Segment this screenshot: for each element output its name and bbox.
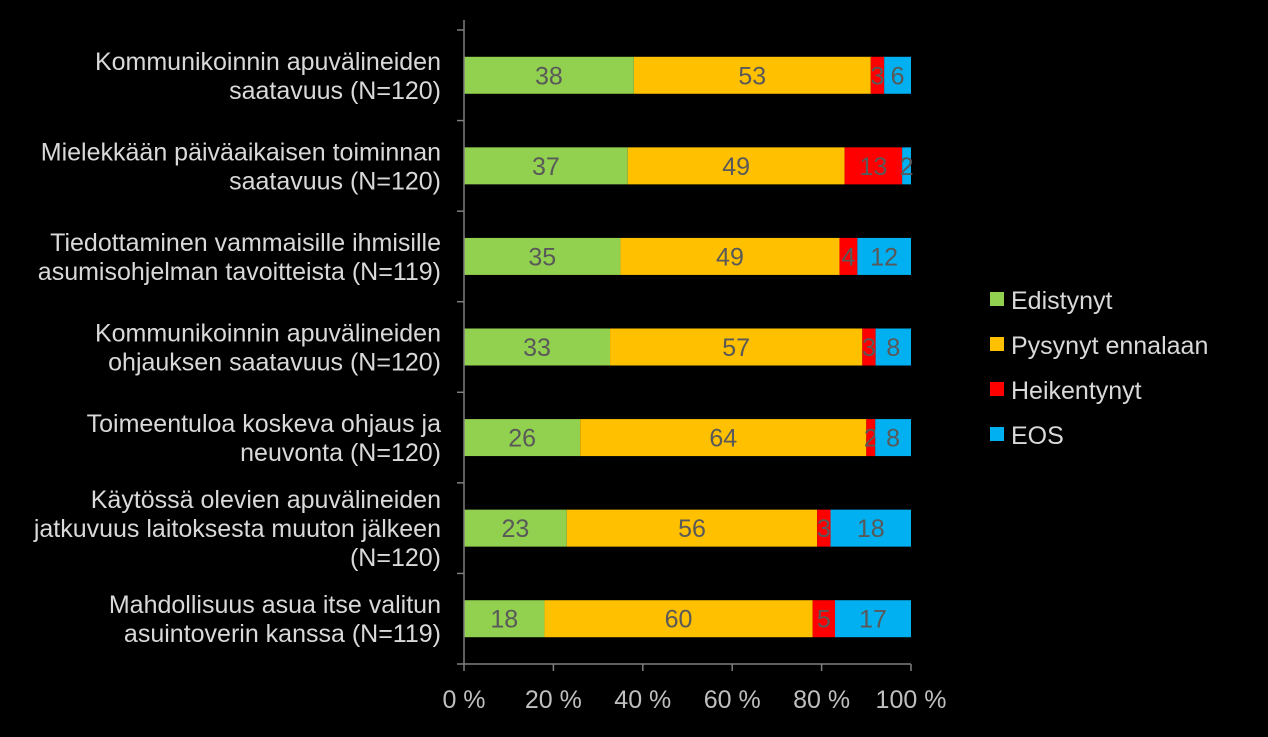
data-label: 2 [864, 425, 878, 453]
x-tick-label: 60 % [704, 686, 761, 714]
x-tick-label: 0 % [442, 686, 485, 714]
category-label: Käytössä olevien apuvälineiden jatkuvuus … [33, 486, 441, 572]
data-label: 33 [523, 334, 551, 362]
data-label: 49 [722, 153, 750, 181]
bar-segment [464, 237, 621, 275]
bar-segment [566, 509, 818, 547]
legend-swatch [990, 427, 1004, 441]
axes-group [457, 20, 912, 671]
bar-segment [464, 509, 567, 547]
bar-segment [580, 419, 867, 457]
legend-swatch [990, 382, 1004, 396]
category-label: Toimeentuloa koskeva ohjaus ja neuvonta (… [87, 410, 441, 467]
bar-segment [627, 147, 845, 185]
category-label: Mahdollisuus asua itse valitun asuintover… [109, 591, 441, 648]
data-label: 64 [709, 425, 737, 453]
bar-segment [866, 419, 876, 457]
data-label: 3 [817, 515, 831, 543]
data-label: 2 [900, 153, 914, 181]
bar-segment [835, 600, 911, 638]
x-tick-label: 100 % [876, 686, 947, 714]
data-label: 8 [886, 425, 900, 453]
bar-segment [884, 56, 911, 94]
bar-segment [464, 328, 611, 366]
data-label: 56 [678, 515, 706, 543]
bar-segment [812, 600, 836, 638]
bar-segment [857, 237, 911, 275]
bar-segment [862, 328, 876, 366]
data-label: 37 [532, 153, 560, 181]
data-label: 23 [501, 515, 529, 543]
data-label: 17 [859, 606, 887, 634]
category-label: Mielekkään päiväaikaisen toiminnan saatav… [41, 138, 441, 195]
data-label: 8 [886, 334, 900, 362]
bar-segment [875, 419, 911, 457]
bar-segment [544, 600, 813, 638]
data-label: 13 [859, 153, 887, 181]
bar-segment [464, 147, 628, 185]
bar-segment [620, 237, 840, 275]
legend-label: EOS [1011, 422, 1064, 450]
x-tick-labels: 0 % 20 % 40 % 60 % 80 % 100 % [442, 686, 946, 714]
bar-segment [902, 147, 911, 185]
data-label: 12 [870, 243, 898, 271]
bar-segment [817, 509, 831, 547]
bar-segment [633, 56, 871, 94]
data-label: 6 [891, 62, 905, 90]
x-tick-label: 80 % [793, 686, 850, 714]
data-label: 26 [508, 425, 536, 453]
data-label: 3 [871, 62, 885, 90]
data-label: 60 [665, 606, 693, 634]
bar-segment [464, 600, 545, 638]
legend-swatch [990, 337, 1004, 351]
category-label: Kommunikoinnin apuvälineiden saatavuus (N… [95, 48, 441, 105]
bar-segment [844, 147, 903, 185]
bar-segment [839, 237, 858, 275]
bar-segment [875, 328, 911, 366]
x-tick-label: 20 % [525, 686, 582, 714]
data-label: 18 [490, 606, 518, 634]
x-tick-label: 40 % [614, 686, 671, 714]
data-label: 35 [528, 243, 556, 271]
bar-segment [464, 419, 581, 457]
data-label: 5 [817, 606, 831, 634]
category-label: Kommunikoinnin apuvälineiden ohjauksen sa… [95, 320, 441, 377]
category-label: Tiedottaminen vammaisille ihmisille asumi… [38, 229, 441, 286]
bar-segment [610, 328, 863, 366]
data-label: 57 [722, 334, 750, 362]
bar-segment [830, 509, 911, 547]
data-label: 3 [862, 334, 876, 362]
legend: Edistynyt Pysynyt ennalaan Heikentynyt EOS [990, 287, 1208, 450]
legend-swatch [990, 292, 1004, 306]
category-labels: Kommunikoinnin apuvälineiden saatavuus (N… [33, 48, 441, 648]
legend-label: Pysynyt ennalaan [1011, 332, 1208, 360]
data-label: 18 [857, 515, 885, 543]
data-label: 53 [738, 62, 766, 90]
data-label: 4 [841, 243, 855, 271]
legend-label: Heikentynyt [1011, 377, 1142, 405]
data-label: 49 [716, 243, 744, 271]
data-label: 38 [535, 62, 563, 90]
bar-segment [464, 56, 634, 94]
bar-segment [870, 56, 885, 94]
legend-label: Edistynyt [1011, 287, 1112, 315]
